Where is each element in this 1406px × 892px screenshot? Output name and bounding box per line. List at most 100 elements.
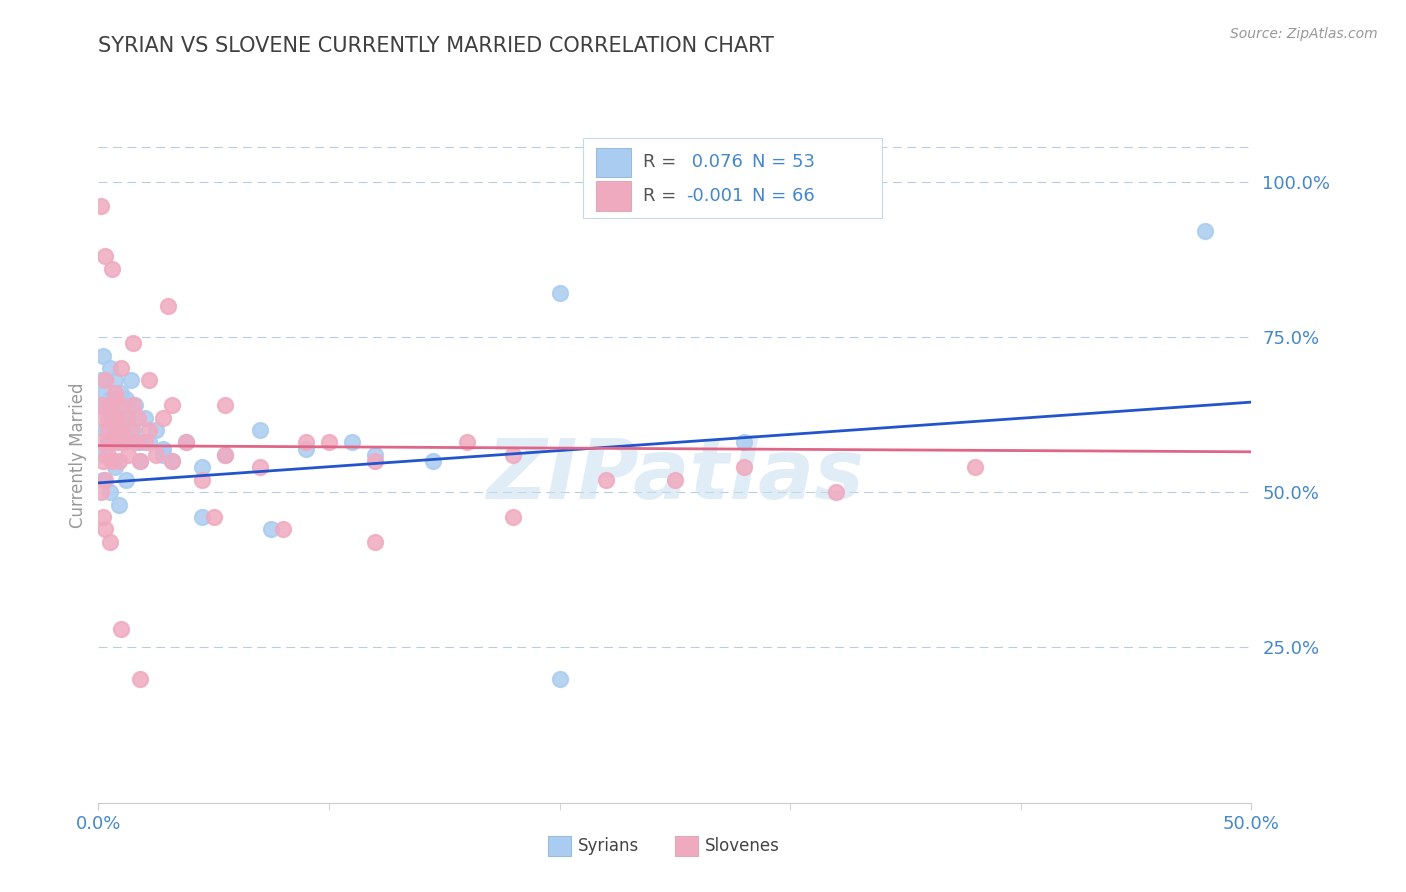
Point xyxy=(595,473,617,487)
Point xyxy=(124,398,146,412)
Point xyxy=(364,534,387,549)
Point xyxy=(124,435,146,450)
Point xyxy=(160,454,183,468)
Point xyxy=(101,404,124,418)
Point xyxy=(115,473,138,487)
Point xyxy=(91,349,114,363)
Point xyxy=(117,410,139,425)
Point xyxy=(214,398,236,412)
Point xyxy=(101,454,124,468)
Point xyxy=(105,435,128,450)
Point xyxy=(548,672,571,686)
Point xyxy=(120,373,142,387)
Point xyxy=(825,485,848,500)
FancyBboxPatch shape xyxy=(596,148,631,177)
Point xyxy=(214,448,236,462)
Point xyxy=(98,485,121,500)
Text: 0.076: 0.076 xyxy=(686,153,744,171)
Point xyxy=(129,672,152,686)
Point xyxy=(214,448,236,462)
Point xyxy=(122,336,145,351)
Text: R =: R = xyxy=(643,187,682,205)
Point xyxy=(191,460,214,475)
Point xyxy=(115,410,138,425)
Point xyxy=(110,435,132,450)
Point xyxy=(174,435,197,450)
Point xyxy=(94,373,117,387)
Point xyxy=(145,448,167,462)
Point xyxy=(129,454,152,468)
Point xyxy=(340,435,363,450)
Point xyxy=(110,423,132,437)
Point xyxy=(103,460,125,475)
Point xyxy=(97,448,120,462)
Point xyxy=(103,392,125,406)
Point xyxy=(127,410,149,425)
Point xyxy=(98,392,121,406)
Text: -0.001: -0.001 xyxy=(686,187,744,205)
Point xyxy=(138,373,160,387)
Point xyxy=(364,454,387,468)
Point xyxy=(249,460,271,475)
Text: N = 53: N = 53 xyxy=(752,153,815,171)
Text: SYRIAN VS SLOVENE CURRENTLY MARRIED CORRELATION CHART: SYRIAN VS SLOVENE CURRENTLY MARRIED CORR… xyxy=(98,36,775,55)
Point xyxy=(295,435,318,450)
Point xyxy=(134,410,156,425)
Point xyxy=(108,423,131,437)
Point xyxy=(110,361,132,376)
Point xyxy=(90,485,112,500)
Point xyxy=(98,398,121,412)
Text: N = 66: N = 66 xyxy=(752,187,815,205)
Point xyxy=(129,454,152,468)
Point xyxy=(110,385,132,400)
Text: ZIPatlas: ZIPatlas xyxy=(486,435,863,516)
Point xyxy=(91,454,114,468)
Point xyxy=(108,454,131,468)
Point xyxy=(156,299,179,313)
Point xyxy=(664,473,686,487)
Point xyxy=(202,510,225,524)
Point xyxy=(318,435,340,450)
Point xyxy=(134,435,156,450)
Point xyxy=(110,622,132,636)
Point xyxy=(101,410,124,425)
Point xyxy=(456,435,478,450)
Point xyxy=(502,448,524,462)
FancyBboxPatch shape xyxy=(582,138,883,219)
Point xyxy=(105,398,128,412)
Point xyxy=(98,435,121,450)
Point xyxy=(103,429,125,443)
Point xyxy=(422,454,444,468)
Point xyxy=(160,454,183,468)
Text: R =: R = xyxy=(643,153,682,171)
Point xyxy=(733,460,755,475)
FancyBboxPatch shape xyxy=(596,181,631,211)
Text: Source: ZipAtlas.com: Source: ZipAtlas.com xyxy=(1230,27,1378,41)
Text: Syrians: Syrians xyxy=(578,837,640,855)
Point xyxy=(138,435,160,450)
Point xyxy=(94,448,117,462)
Point xyxy=(110,398,132,412)
Point xyxy=(103,423,125,437)
Point xyxy=(117,448,139,462)
Point xyxy=(90,435,112,450)
Point xyxy=(90,398,112,412)
Point xyxy=(112,417,135,431)
Point xyxy=(364,448,387,462)
Point xyxy=(152,410,174,425)
Point xyxy=(191,510,214,524)
Point xyxy=(548,286,571,301)
Point xyxy=(94,473,117,487)
Point xyxy=(97,423,120,437)
Point xyxy=(97,435,120,450)
Point xyxy=(105,410,128,425)
Point xyxy=(145,423,167,437)
Point xyxy=(120,423,142,437)
Point xyxy=(963,460,986,475)
Point xyxy=(94,423,117,437)
FancyBboxPatch shape xyxy=(548,836,571,855)
Y-axis label: Currently Married: Currently Married xyxy=(69,382,87,528)
Point xyxy=(94,385,117,400)
Point xyxy=(94,249,117,263)
FancyBboxPatch shape xyxy=(675,836,697,855)
